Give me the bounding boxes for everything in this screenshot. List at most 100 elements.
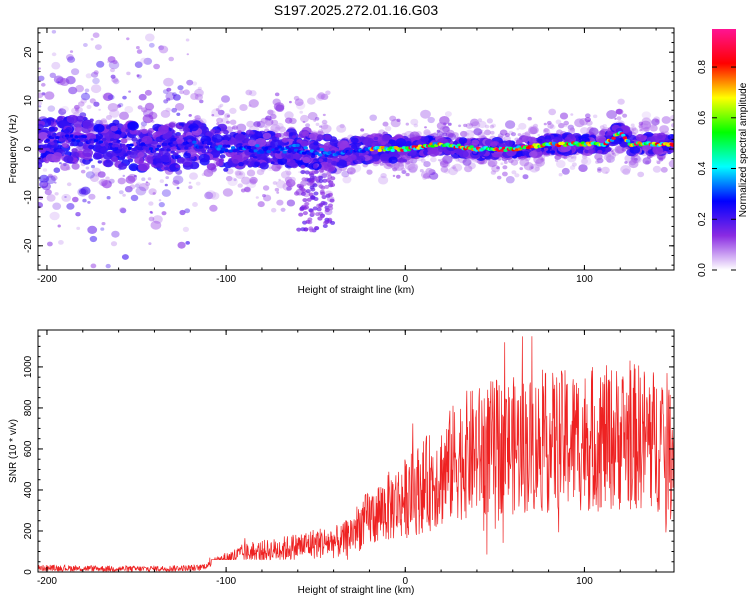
spectrogram-cell [61,193,71,202]
spectrogram-cell [137,105,143,110]
spectrogram-cell [309,130,313,134]
spectrogram-cell [430,144,436,148]
spectrogram-cell [631,157,636,161]
spectrogram-cell [309,179,315,183]
spectrogram-cell [643,126,650,132]
spectrogram-cell [515,139,523,145]
spectrogram-cell [103,159,114,168]
spectrogram-cell [606,110,617,119]
spectrogram-cell [392,174,396,177]
spectrogram-cell [622,113,628,118]
spectrogram-cell [47,173,53,178]
spectrogram-cell [420,136,429,143]
spectrogram-cell [433,132,438,136]
spectrogram-cell [490,141,498,147]
spectrogram-cell [135,182,142,188]
spectrogram-cell [546,120,552,125]
spectrogram-cell [570,113,574,116]
spectrogram-cell [319,214,325,219]
snr-x-tick-label: 100 [576,576,593,587]
spectrogram-cell [219,154,226,159]
spectrogram-cell [145,148,150,152]
spectrogram-cell [295,143,300,147]
spectrogram-cell [568,127,576,134]
spectrogram-cell [300,164,306,169]
spectrogram-cell [337,140,349,150]
spectrogram-cell [232,125,238,130]
spectrogram-cell [51,61,61,70]
spectrogram-cell [90,263,97,269]
spectrogram-cell [452,163,463,172]
spectrogram-cell [366,169,373,175]
spectrogram-cell [572,155,577,159]
spectrogram-cell [502,171,508,177]
spectrogram-cell [306,197,312,202]
spectrogram-cell [82,135,88,139]
spectrogram-cell [251,146,257,150]
spectrogram-cell [302,211,308,216]
colorbar-ticks: 0.0 0.2 0.4 0.6 0.8 [697,60,736,277]
spectrogram-cell [58,240,64,245]
spectrogram-cell [316,134,325,141]
spectrogram-cell [111,144,117,148]
spectrogram-cell [270,161,275,165]
spectrogram-cell [122,95,127,100]
spectrogram-cell [361,149,366,153]
colorbar-tick-label: 0.4 [697,161,708,175]
spectrogram-cell [182,126,190,133]
spectrogram-cell [309,228,315,233]
spectrogram-cell [163,99,169,104]
spectrogram-cell [540,158,545,162]
spectrogram-cell [231,126,236,130]
spectrogram-cell [194,115,201,121]
spectrogram-cell [172,141,178,145]
spectrogram-cell [118,146,123,150]
spectrogram-cell [164,183,168,187]
spectrogram-cell [514,173,520,178]
spectrogram-cell [198,153,210,163]
spectrogram-cell [653,116,660,122]
spectrogram-cell [257,201,265,208]
spectrogram-cell [130,194,139,202]
spectrogram-cell [595,160,600,164]
spectrogram-cell [217,109,225,116]
spectrogram-cell [259,162,269,170]
spectrogram-cell [71,138,76,142]
spectrogram-cell [75,106,83,114]
spectrogram-cell [455,158,460,162]
spectrogram-cell [363,137,375,146]
spectrogram-cell [176,186,180,190]
spectrogram-cell [524,131,531,137]
spectrogram-cell [286,186,292,191]
spectrogram-cell [320,123,329,130]
spectrogram-cell [54,181,57,184]
spectrogram-cell [59,162,62,165]
spectrogram-cell [76,141,84,147]
spectrogram-cell [324,220,330,224]
spectrogram-cell [444,111,452,117]
spectrogram-cell [136,74,140,77]
spectrogram-cell [71,68,80,76]
colorbar-strip [712,29,736,270]
spectrogram-cell [141,135,153,145]
spectrogram-cell [378,175,389,185]
spectrogram-cell [376,146,381,150]
spectrogram-cell [555,119,562,125]
spectrogram-cell [57,116,64,121]
spectrogram-cell [262,185,270,191]
colorbar-label: Normalized spectral amplitude [738,82,749,217]
spectrogram-cell [292,154,300,160]
spectrogram-cell [80,98,87,104]
spectrogram-cell [45,153,57,162]
spectrogram-cell [611,136,616,140]
spectrogram-cell [155,163,163,169]
spectrogram-cell [227,177,238,187]
spectrogram-cell [63,163,67,167]
spectrogram-cell [39,174,49,183]
spectrogram-cell [280,171,290,179]
spectrogram-cell [272,181,278,185]
spectrogram-cell [205,145,210,149]
spectrogram-cell [63,128,70,134]
spectrogram-y-tick-label: 10 [23,95,34,107]
spectrogram-cell [219,103,224,107]
